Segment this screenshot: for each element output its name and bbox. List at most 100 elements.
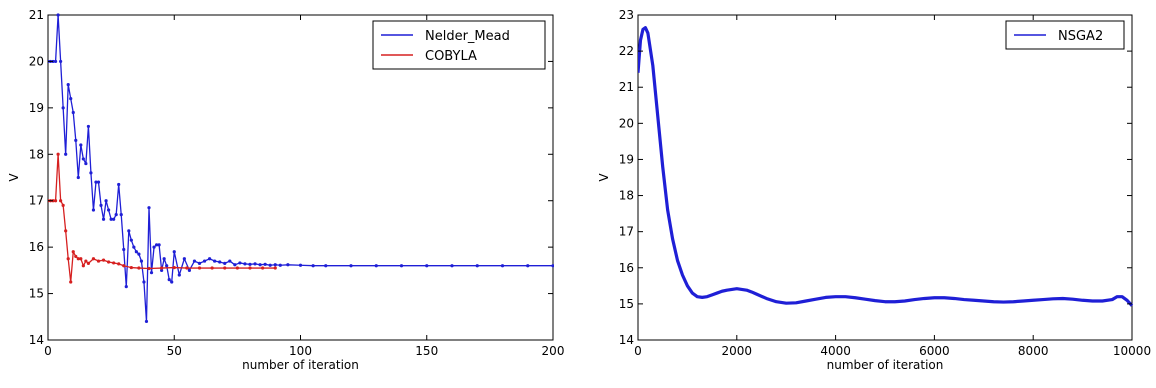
- data-point-nelder-mead: [160, 268, 164, 272]
- data-point-cobyla: [53, 199, 58, 203]
- y-tick-label: 19: [29, 101, 44, 115]
- legend-box: [372, 20, 546, 70]
- y-axis-label: V: [597, 173, 611, 182]
- data-point-nelder-mead: [154, 243, 159, 247]
- data-point-cobyla: [81, 264, 85, 268]
- data-point-cobyla: [122, 264, 126, 268]
- data-point-nelder-mead: [197, 261, 202, 265]
- data-point-nelder-mead: [61, 106, 65, 110]
- data-point-cobyla: [107, 260, 111, 264]
- data-point-cobyla: [210, 266, 214, 270]
- y-tick-label: 18: [619, 189, 634, 203]
- data-point-nelder-mead: [213, 259, 217, 263]
- data-point-nelder-mead: [139, 259, 144, 263]
- data-point-nelder-mead: [170, 280, 174, 284]
- data-point-nelder-mead: [74, 138, 78, 142]
- y-tick-label: 14: [619, 333, 634, 347]
- y-tick-label: 21: [29, 8, 44, 22]
- y-tick-label: 21: [619, 80, 634, 94]
- data-point-cobyla: [74, 254, 78, 259]
- data-point-nelder-mead: [223, 261, 227, 265]
- data-point-nelder-mead: [71, 110, 75, 115]
- data-point-nelder-mead: [177, 273, 181, 277]
- y-tick-label: 17: [619, 225, 634, 239]
- data-point-cobyla: [101, 258, 106, 262]
- data-point-cobyla: [248, 266, 252, 270]
- data-point-nelder-mead: [59, 59, 63, 64]
- x-tick-label: 50: [167, 344, 182, 358]
- data-point-nelder-mead: [167, 278, 171, 282]
- data-point-nelder-mead: [147, 206, 151, 210]
- data-point-nelder-mead: [324, 264, 328, 268]
- data-point-nelder-mead: [218, 260, 222, 264]
- data-point-nelder-mead: [84, 161, 88, 166]
- y-tick-label: 20: [619, 116, 634, 130]
- legend-label-nelder-mead: Nelder_Mead: [425, 29, 510, 44]
- data-point-cobyla: [59, 199, 63, 203]
- data-point-nelder-mead: [258, 263, 262, 267]
- data-point-nelder-mead: [182, 257, 186, 261]
- data-point-cobyla: [56, 152, 60, 156]
- data-point-cobyla: [172, 265, 176, 270]
- y-tick-label: 19: [619, 152, 634, 166]
- x-axis-label: number of iteration: [827, 358, 944, 372]
- data-point-cobyla: [197, 266, 202, 270]
- x-tick-label: 10000: [1113, 344, 1151, 358]
- data-point-nelder-mead: [192, 259, 197, 263]
- data-point-nelder-mead: [122, 247, 126, 252]
- data-point-nelder-mead: [107, 208, 111, 212]
- data-point-nelder-mead: [132, 245, 136, 249]
- data-point-nelder-mead: [500, 264, 505, 268]
- data-point-nelder-mead: [551, 264, 554, 268]
- y-tick-label: 15: [29, 287, 44, 301]
- data-point-nelder-mead: [89, 171, 93, 175]
- data-point-cobyla: [137, 266, 141, 270]
- data-point-nelder-mead: [94, 180, 98, 184]
- data-point-cobyla: [51, 199, 55, 203]
- y-axis-label: V: [7, 173, 21, 182]
- y-tick-label: 20: [29, 54, 44, 68]
- x-tick-label: 200: [542, 344, 565, 358]
- data-point-nelder-mead: [152, 245, 156, 249]
- data-point-nelder-mead: [56, 13, 60, 17]
- data-point-nelder-mead: [117, 182, 121, 187]
- data-point-nelder-mead: [202, 259, 207, 263]
- data-point-nelder-mead: [238, 261, 242, 265]
- x-tick-label: 8000: [1018, 344, 1049, 358]
- data-point-nelder-mead: [349, 264, 353, 268]
- chart-1: 0 50 100 150 200 14 15 16 17 18 19 20 21 number of it…: [7, 8, 564, 372]
- data-point-nelder-mead: [91, 208, 96, 212]
- data-point-nelder-mead: [76, 175, 80, 180]
- data-point-nelder-mead: [311, 264, 315, 268]
- data-point-nelder-mead: [51, 59, 55, 64]
- data-point-cobyla: [235, 266, 239, 270]
- data-point-nelder-mead: [248, 262, 252, 266]
- data-point-nelder-mead: [119, 213, 123, 217]
- series-group: [48, 13, 554, 324]
- legend-label-cobyla: COBYLA: [425, 49, 477, 64]
- x-tick-label: 4000: [820, 344, 851, 358]
- data-point-cobyla: [185, 266, 189, 270]
- data-point-cobyla: [61, 203, 65, 207]
- data-point-nelder-mead: [101, 217, 106, 221]
- y-tick-label: 15: [619, 297, 634, 311]
- data-point-cobyla: [66, 257, 70, 261]
- data-point-cobyla: [84, 259, 88, 263]
- data-point-cobyla: [76, 257, 80, 261]
- data-point-cobyla: [223, 266, 227, 270]
- data-point-cobyla: [79, 257, 83, 261]
- x-tick-label: 100: [289, 344, 312, 358]
- data-point-nelder-mead: [79, 143, 83, 147]
- data-point-nelder-mead: [228, 259, 232, 263]
- data-point-cobyla: [129, 265, 133, 270]
- data-point-nelder-mead: [134, 250, 138, 254]
- data-point-nelder-mead: [450, 264, 454, 268]
- data-point-cobyla: [69, 280, 73, 284]
- x-tick-label: 2000: [722, 344, 753, 358]
- series-group: [638, 26, 1133, 307]
- y-tick-label: 23: [619, 8, 634, 22]
- chart-2: 0 2000 4000 6000 8000 10000 14 15 16 17 18 19 20 21 22…: [597, 8, 1151, 372]
- data-point-cobyla: [71, 250, 75, 254]
- data-point-nelder-mead: [127, 229, 131, 233]
- data-point-nelder-mead: [114, 213, 118, 217]
